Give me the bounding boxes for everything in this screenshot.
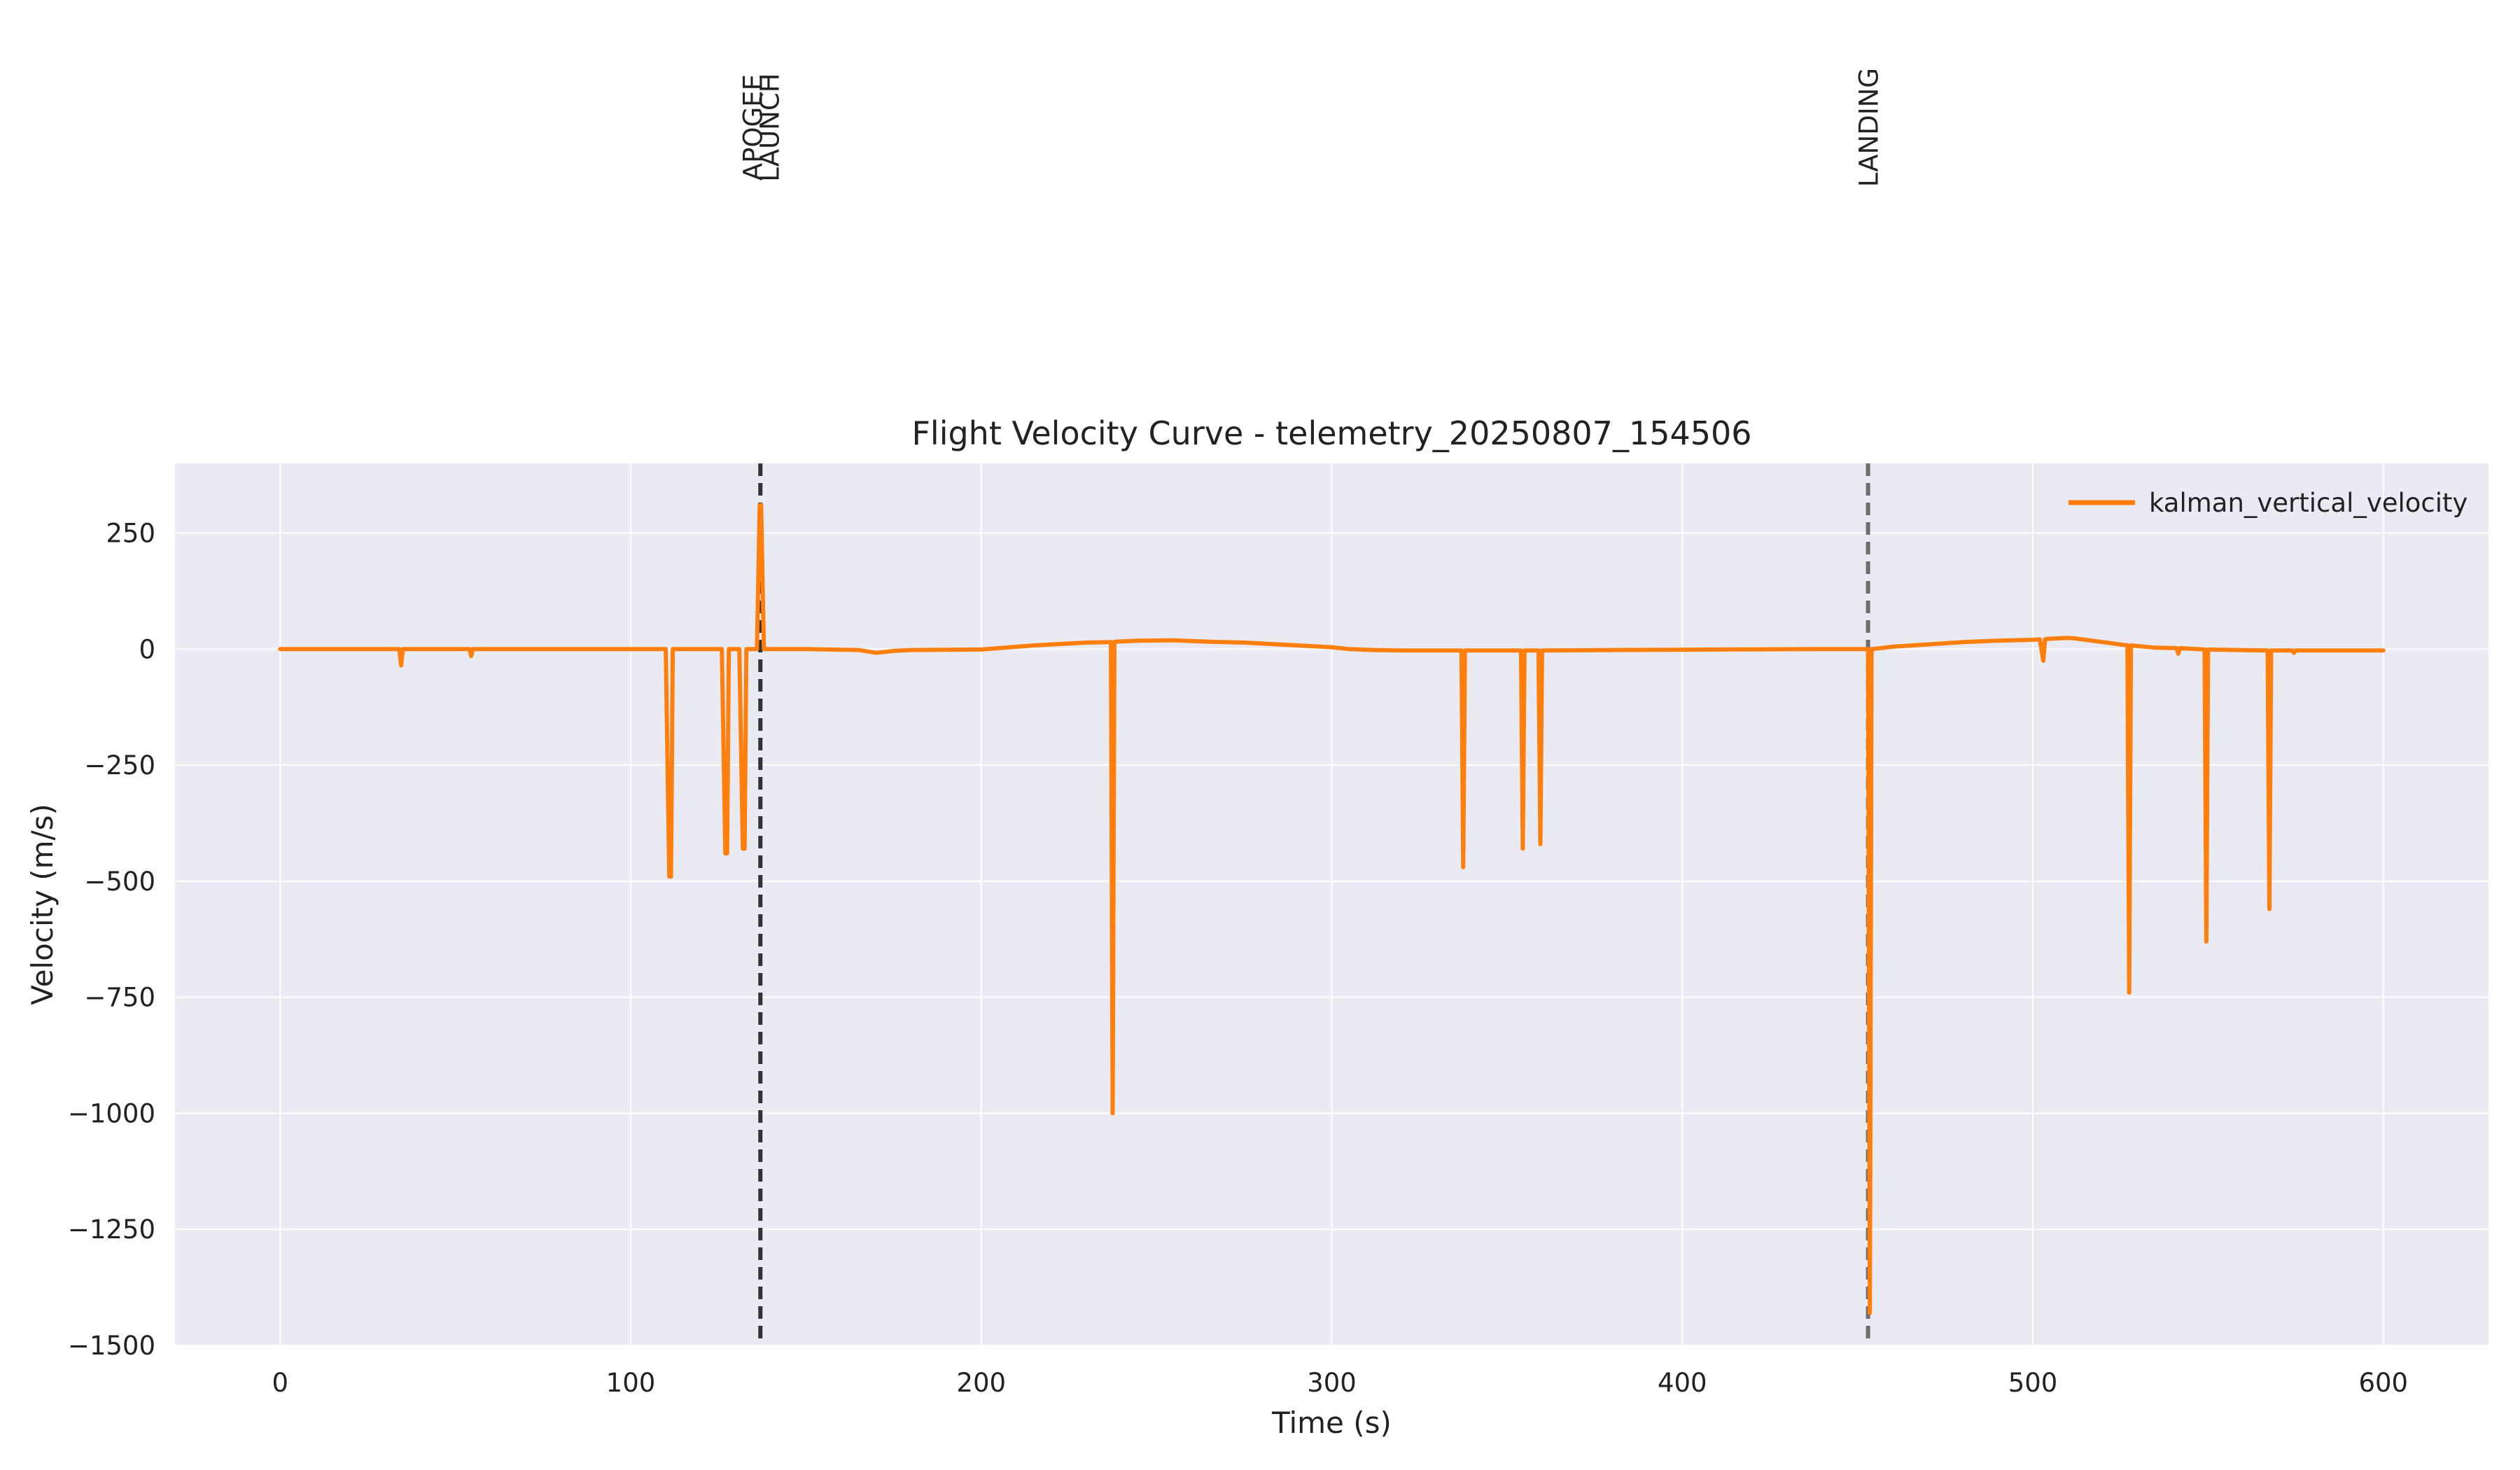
event-label: APOGEE [738,74,768,181]
y-tick-label: 0 [139,634,155,664]
legend-label: kalman_vertical_velocity [2149,488,2468,518]
chart-title: Flight Velocity Curve - telemetry_202508… [911,414,1751,452]
x-tick-label: 100 [606,1368,656,1398]
x-tick-label: 400 [1658,1368,1707,1398]
y-tick-label: −1000 [68,1098,155,1128]
x-axis-label: Time (s) [1271,1406,1392,1440]
event-label: LAUNCH [755,73,785,181]
y-tick-label: −500 [84,867,155,897]
y-axis-label: Velocity (m/s) [25,804,59,1005]
x-tick-label: 0 [272,1368,288,1398]
legend: kalman_vertical_velocity [2068,488,2468,518]
tick-labels: 0 100 200 300 400 500 600 250 0 −250 −500 −750 −1000… [68,518,2408,1398]
x-tick-label: 500 [2008,1368,2058,1398]
x-tick-label: 600 [2358,1368,2408,1398]
y-tick-label: −250 [84,750,155,780]
y-tick-label: −1500 [68,1331,155,1361]
y-tick-label: −1250 [68,1214,155,1245]
y-tick-label: 250 [106,518,155,548]
x-tick-label: 200 [956,1368,1006,1398]
series-line [278,503,2386,1315]
event-label: LANDING [1854,68,1884,187]
series-layer [278,503,2386,1315]
y-tick-label: −750 [84,983,155,1013]
x-tick-label: 300 [1307,1368,1357,1398]
